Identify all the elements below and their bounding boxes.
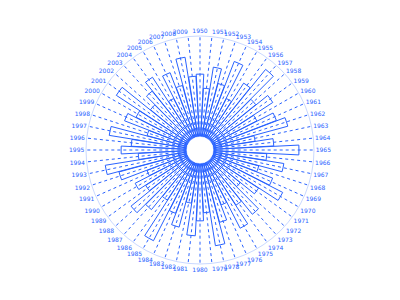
svg-text:1951: 1951 bbox=[212, 28, 227, 35]
svg-text:1981: 1981 bbox=[173, 265, 188, 272]
svg-text:1994: 1994 bbox=[70, 159, 85, 166]
svg-text:1966: 1966 bbox=[315, 159, 330, 166]
svg-text:2008: 2008 bbox=[161, 30, 176, 37]
svg-text:1979: 1979 bbox=[212, 265, 227, 272]
svg-text:1973: 1973 bbox=[277, 236, 292, 243]
svg-text:1993: 1993 bbox=[72, 171, 87, 178]
svg-text:1950: 1950 bbox=[192, 27, 207, 34]
svg-text:1977: 1977 bbox=[236, 260, 251, 267]
svg-text:1987: 1987 bbox=[107, 236, 122, 243]
svg-text:1955: 1955 bbox=[258, 44, 273, 51]
svg-text:1974: 1974 bbox=[268, 244, 283, 251]
svg-text:1983: 1983 bbox=[149, 260, 164, 267]
svg-text:1957: 1957 bbox=[277, 59, 292, 66]
svg-text:1985: 1985 bbox=[127, 250, 142, 257]
svg-text:1996: 1996 bbox=[70, 134, 85, 141]
svg-text:1953: 1953 bbox=[236, 33, 251, 40]
svg-text:2002: 2002 bbox=[99, 67, 114, 74]
svg-text:1970: 1970 bbox=[300, 207, 315, 214]
svg-text:1989: 1989 bbox=[91, 217, 106, 224]
svg-text:2009: 2009 bbox=[173, 28, 188, 35]
svg-text:1978: 1978 bbox=[224, 263, 239, 270]
svg-text:1964: 1964 bbox=[315, 134, 330, 141]
svg-text:1999: 1999 bbox=[79, 98, 94, 105]
svg-text:1963: 1963 bbox=[313, 122, 328, 129]
svg-text:1992: 1992 bbox=[75, 184, 90, 191]
svg-text:1975: 1975 bbox=[258, 250, 273, 257]
svg-text:1972: 1972 bbox=[286, 227, 301, 234]
svg-text:1960: 1960 bbox=[300, 87, 315, 94]
svg-text:1959: 1959 bbox=[294, 77, 309, 84]
svg-text:1980: 1980 bbox=[192, 266, 207, 273]
svg-text:1998: 1998 bbox=[75, 110, 90, 117]
svg-text:1990: 1990 bbox=[85, 207, 100, 214]
svg-text:1995: 1995 bbox=[69, 146, 84, 153]
svg-text:1956: 1956 bbox=[268, 51, 283, 58]
svg-text:2001: 2001 bbox=[91, 77, 106, 84]
svg-text:2006: 2006 bbox=[138, 38, 153, 45]
svg-text:2000: 2000 bbox=[85, 87, 100, 94]
svg-text:1969: 1969 bbox=[306, 195, 321, 202]
svg-text:1984: 1984 bbox=[138, 256, 153, 263]
svg-text:2003: 2003 bbox=[107, 59, 122, 66]
svg-text:1962: 1962 bbox=[310, 110, 325, 117]
svg-text:1968: 1968 bbox=[310, 184, 325, 191]
svg-text:1991: 1991 bbox=[79, 195, 94, 202]
svg-text:1954: 1954 bbox=[247, 38, 262, 45]
svg-text:1982: 1982 bbox=[161, 263, 176, 270]
svg-text:2004: 2004 bbox=[117, 51, 132, 58]
svg-text:1988: 1988 bbox=[99, 227, 114, 234]
svg-text:1967: 1967 bbox=[313, 171, 328, 178]
svg-text:2005: 2005 bbox=[127, 44, 142, 51]
svg-text:1997: 1997 bbox=[72, 122, 87, 129]
svg-text:1952: 1952 bbox=[224, 30, 239, 37]
svg-text:1961: 1961 bbox=[306, 98, 321, 105]
svg-text:1986: 1986 bbox=[117, 244, 132, 251]
svg-text:1971: 1971 bbox=[294, 217, 309, 224]
svg-text:1958: 1958 bbox=[286, 67, 301, 74]
svg-text:1965: 1965 bbox=[316, 146, 331, 153]
svg-text:2007: 2007 bbox=[149, 33, 164, 40]
svg-text:1976: 1976 bbox=[247, 256, 262, 263]
